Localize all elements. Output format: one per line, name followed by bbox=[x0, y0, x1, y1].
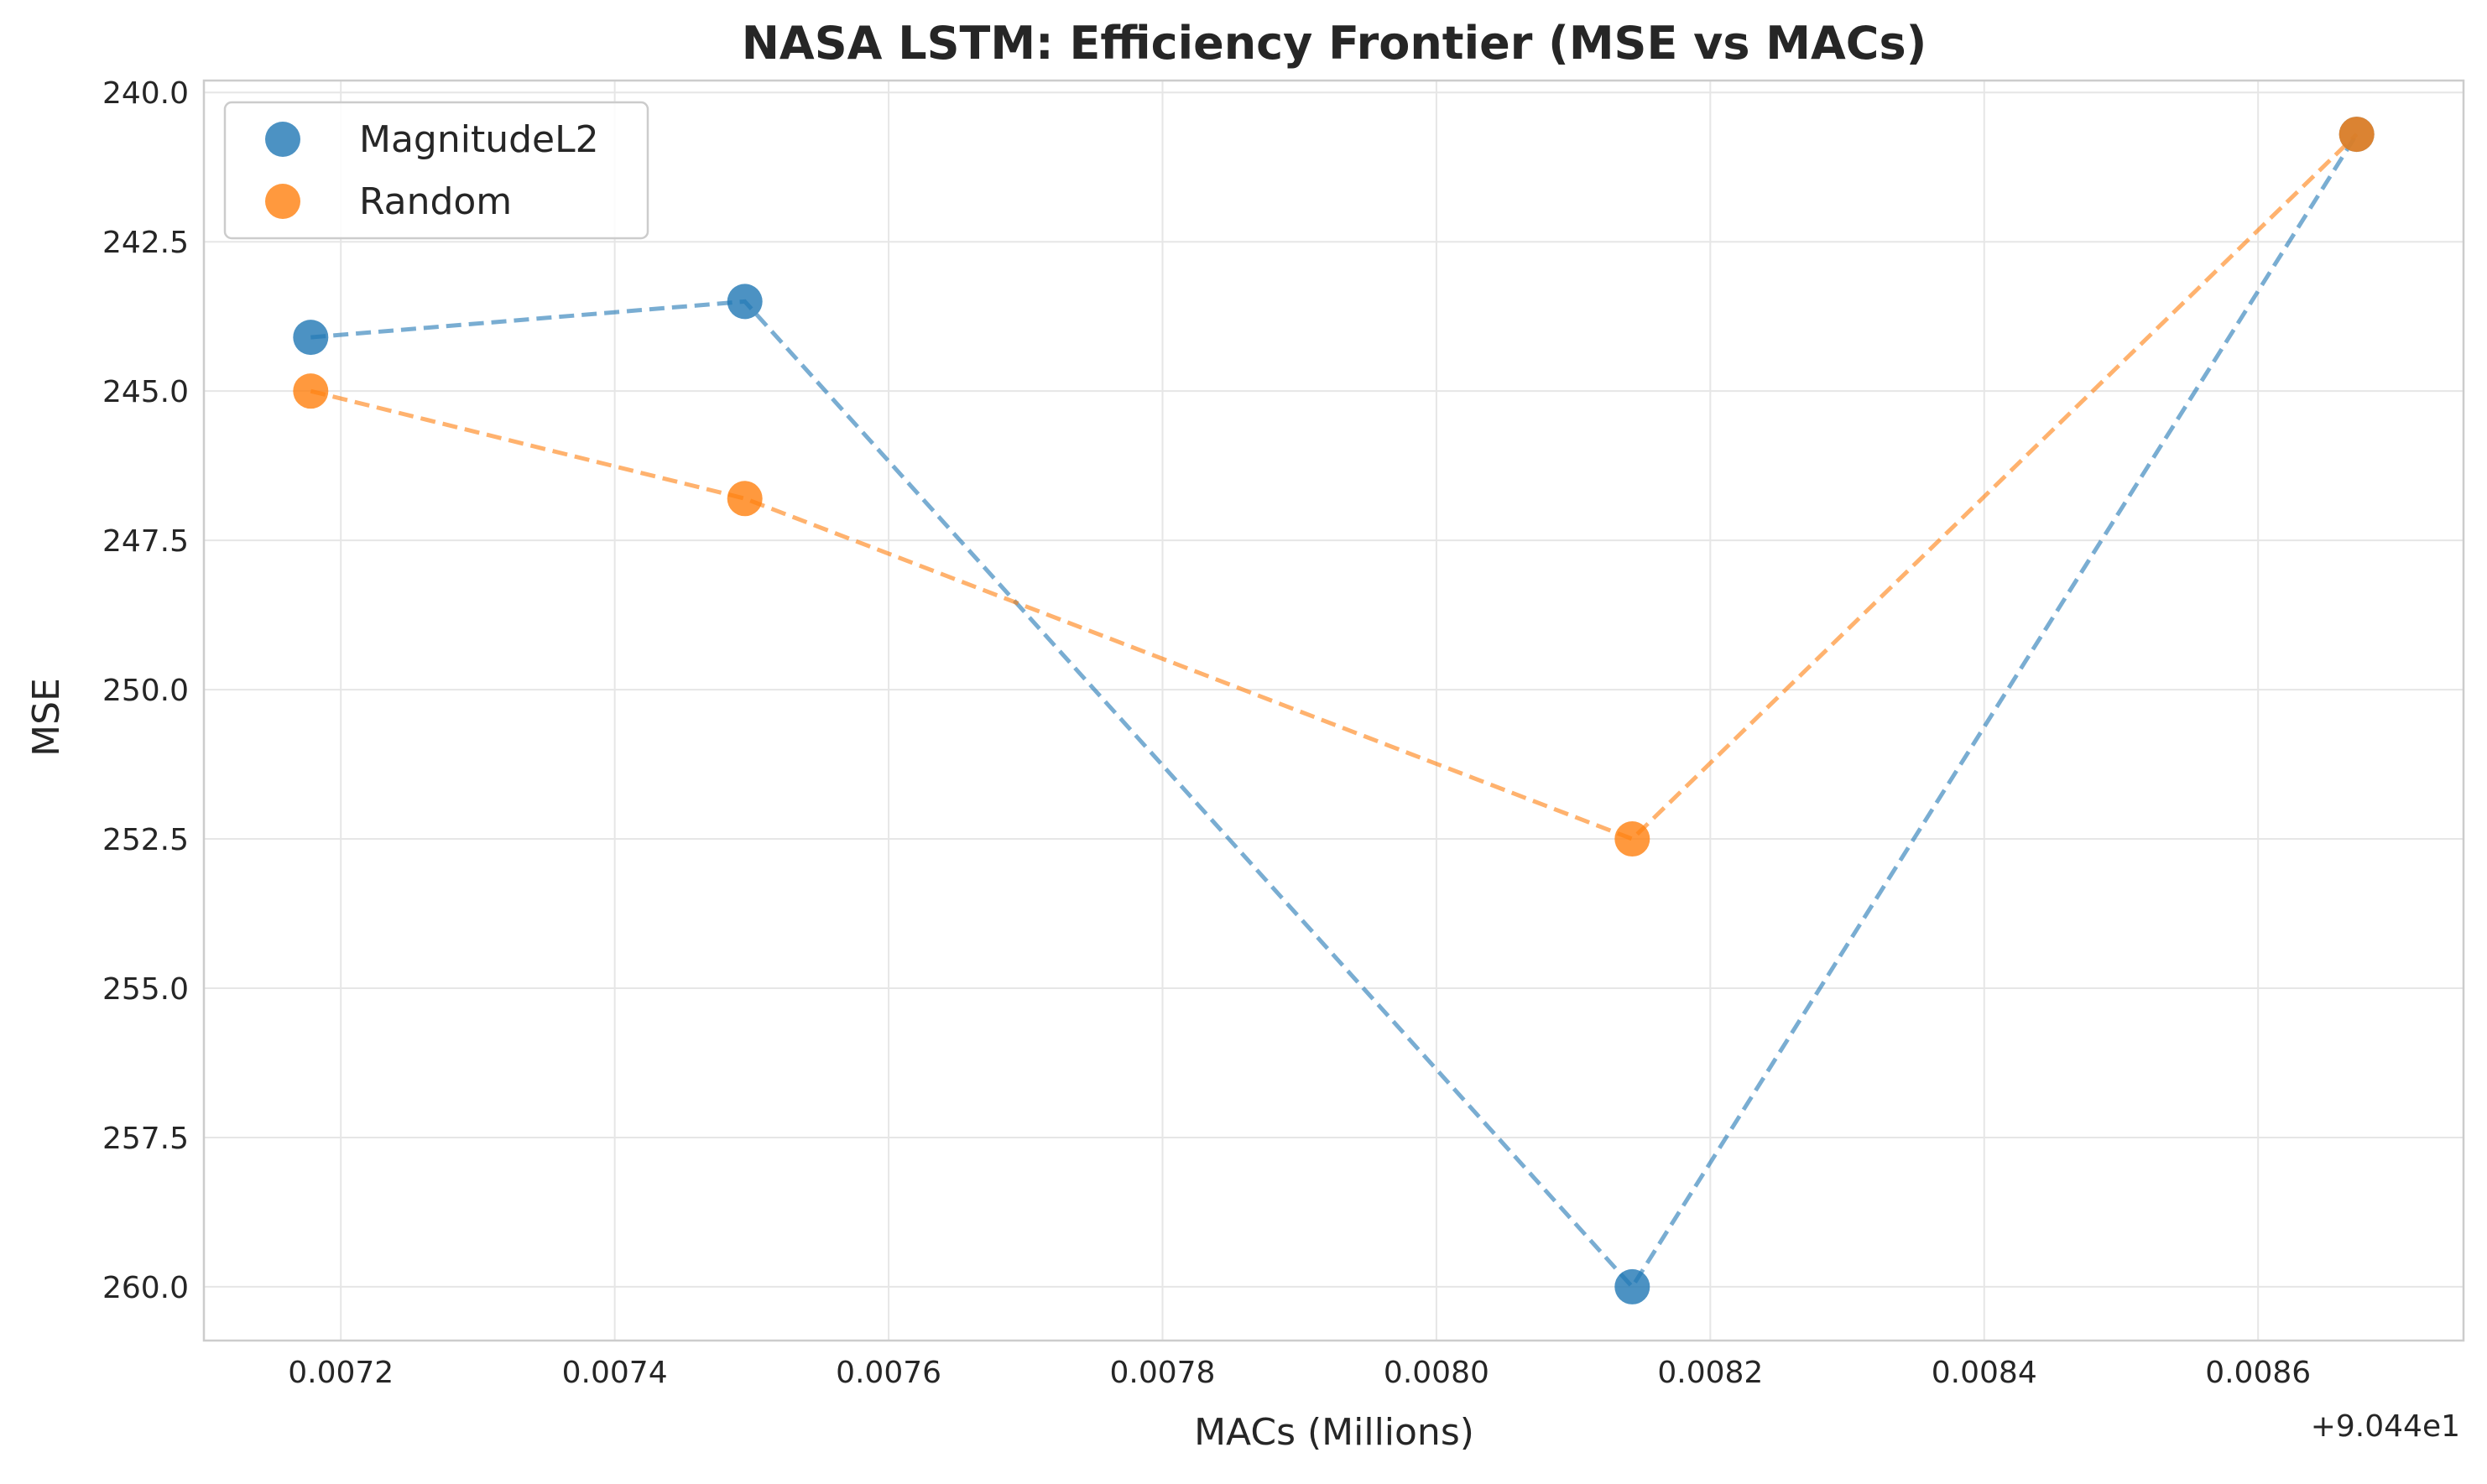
legend: MagnitudeL2 Random bbox=[223, 101, 649, 240]
x-tick-label: 0.0074 bbox=[562, 1356, 668, 1390]
plot-area bbox=[204, 81, 2464, 1341]
x-tick-label: 0.0084 bbox=[1932, 1356, 2037, 1390]
grid-layer bbox=[204, 81, 2464, 1341]
tick-labels: 0.0072 0.0074 0.0076 0.0078 0.0080 0.0082 0.00… bbox=[102, 76, 2311, 1390]
chart-title: NASA LSTM: Efficiency Frontier (MSE vs M… bbox=[742, 17, 1927, 70]
x-axis-label: MACs (Millions) bbox=[1194, 1411, 1474, 1454]
x-tick-label: 0.0086 bbox=[2205, 1356, 2311, 1390]
x-tick-label: 0.0082 bbox=[1657, 1356, 1763, 1390]
series-points bbox=[293, 117, 2375, 1304]
data-point-random bbox=[727, 481, 763, 517]
y-tick-label: 260.0 bbox=[102, 1271, 189, 1305]
data-point-random bbox=[2338, 117, 2375, 153]
y-tick-label: 247.5 bbox=[102, 524, 189, 559]
legend-marker-random bbox=[265, 184, 300, 219]
y-tick-label: 242.5 bbox=[102, 226, 189, 260]
data-point-magnitudel2 bbox=[1614, 1268, 1650, 1304]
legend-label-magnitudel2: MagnitudeL2 bbox=[359, 118, 599, 161]
x-tick-label: 0.0080 bbox=[1384, 1356, 1489, 1390]
legend-box bbox=[223, 101, 649, 240]
legend-label-random: Random bbox=[359, 180, 512, 223]
legend-marker-magnitudel2 bbox=[265, 122, 300, 157]
y-tick-label: 250.0 bbox=[102, 674, 189, 708]
x-tick-label: 0.0076 bbox=[836, 1356, 941, 1390]
x-axis-offset-label: +9.044e1 bbox=[2311, 1409, 2460, 1444]
y-tick-label: 255.0 bbox=[102, 972, 189, 1007]
y-tick-label: 245.0 bbox=[102, 375, 189, 409]
x-tick-label: 0.0072 bbox=[288, 1356, 394, 1390]
data-point-magnitudel2 bbox=[727, 284, 763, 320]
x-tick-label: 0.0078 bbox=[1110, 1356, 1216, 1390]
data-point-magnitudel2 bbox=[293, 320, 329, 356]
series-line-random bbox=[310, 133, 2359, 841]
data-point-random bbox=[293, 373, 329, 409]
y-tick-label: 257.5 bbox=[102, 1122, 189, 1156]
plot-frame bbox=[202, 79, 2465, 1342]
y-axis-label: MSE bbox=[25, 678, 68, 757]
series-lines bbox=[310, 133, 2359, 1291]
data-point-random bbox=[1614, 821, 1650, 857]
series-line-magnitudel2 bbox=[310, 133, 2359, 1291]
y-tick-label: 240.0 bbox=[102, 76, 189, 111]
y-tick-label: 252.5 bbox=[102, 823, 189, 857]
